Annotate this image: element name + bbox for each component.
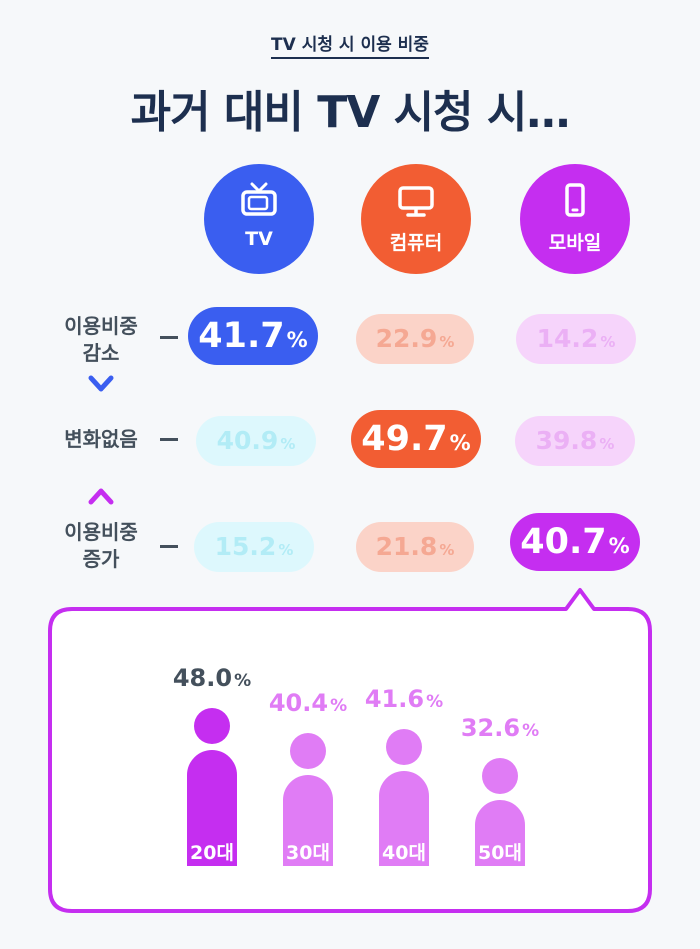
pill-value: 22.9 (375, 324, 438, 353)
bar-20대 (187, 749, 237, 866)
row-dash (160, 545, 178, 548)
page-title: 과거 대비 TV 시청 시… (130, 87, 571, 138)
data-label-value: 48.0 (172, 663, 233, 692)
bar-40대 (379, 770, 429, 866)
row-label-nochange-line1: 변화없음 (64, 427, 138, 451)
data-label-unit: % (426, 691, 444, 712)
pill-value: 15.2 (214, 532, 277, 561)
smartphone-icon (565, 183, 585, 217)
data-label-unit: % (330, 695, 348, 716)
value-pill-tv-nochange: 40.9% (196, 416, 316, 466)
person-head (482, 758, 518, 795)
row-label-decrease: 이용비중 감소 (40, 313, 162, 367)
value-pill-mobile-decrease: 14.2% (516, 314, 636, 364)
tv-icon (241, 182, 277, 216)
pill-value: 21.8 (375, 532, 438, 561)
subtitle: TV 시청 시 이용 비중 (0, 30, 700, 59)
data-label-value: 41.6 (364, 684, 425, 713)
data-label-value: 32.6 (460, 714, 521, 743)
person-head (194, 707, 230, 744)
data-label: 48.0% (152, 664, 272, 692)
pill-unit: % (599, 435, 615, 453)
pill-unit: % (608, 534, 630, 558)
pill-value: 49.7 (361, 419, 448, 459)
arrow-down-icon (88, 375, 114, 392)
pill-unit: % (449, 431, 471, 455)
value-pill-computer-decrease: 22.9% (356, 314, 474, 364)
data-label-value: 40.4 (268, 688, 329, 717)
value-pill-tv-increase: 15.2% (194, 522, 314, 572)
pill-unit: % (600, 333, 616, 351)
pill-unit: % (439, 333, 455, 351)
person-head (386, 728, 422, 765)
device-label-computer: 컴퓨터 (389, 232, 443, 254)
pill-value: 41.7 (198, 316, 285, 356)
pill-unit: % (286, 328, 308, 352)
pill-value: 14.2 (536, 324, 599, 353)
device-mobile: 모바일 (520, 164, 630, 274)
value-pill-mobile-increase: 40.7% (510, 513, 640, 571)
row-label-increase: 이용비중 증가 (40, 519, 162, 573)
age-label: 50대 (478, 842, 522, 864)
age-label: 30대 (286, 842, 330, 864)
data-label: 32.6% (440, 714, 560, 742)
data-label-unit: % (234, 670, 252, 691)
data-label-unit: % (522, 721, 540, 742)
row-dash (160, 336, 178, 339)
age-label: 40대 (382, 842, 426, 864)
value-pill-computer-nochange: 49.7% (351, 410, 481, 468)
data-label: 41.6% (344, 685, 464, 713)
device-label-mobile: 모바일 (548, 232, 602, 254)
value-pill-computer-increase: 21.8% (356, 522, 474, 572)
age-label: 20대 (190, 842, 234, 864)
data-label: 40.4% (248, 689, 368, 717)
person-head (290, 732, 326, 769)
row-label-increase-line2: 증가 (82, 547, 120, 571)
pill-unit: % (278, 541, 294, 559)
row-label-increase-line1: 이용비중 (64, 520, 138, 544)
pill-value: 40.9 (216, 426, 279, 455)
row-label-nochange: 변화없음 (40, 426, 162, 453)
device-tv: TV (204, 164, 314, 274)
arrow-up-icon (88, 488, 114, 505)
device-computer: 컴퓨터 (361, 164, 471, 274)
bar-30대 (283, 774, 333, 866)
row-label-decrease-line1: 이용비중 (64, 314, 138, 338)
pill-value: 40.7 (520, 522, 607, 562)
bar-50대 (475, 800, 525, 866)
pill-unit: % (439, 541, 455, 559)
value-pill-mobile-nochange: 39.8% (515, 416, 635, 466)
value-pill-tv-decrease: 41.7% (188, 307, 318, 365)
subtitle-text: TV 시청 시 이용 비중 (271, 35, 429, 59)
row-dash (160, 438, 178, 441)
pill-unit: % (280, 435, 296, 453)
monitor-icon (398, 186, 434, 217)
pill-value: 39.8 (535, 426, 598, 455)
row-label-decrease-line2: 감소 (82, 341, 120, 365)
device-label-tv: TV (245, 228, 273, 250)
